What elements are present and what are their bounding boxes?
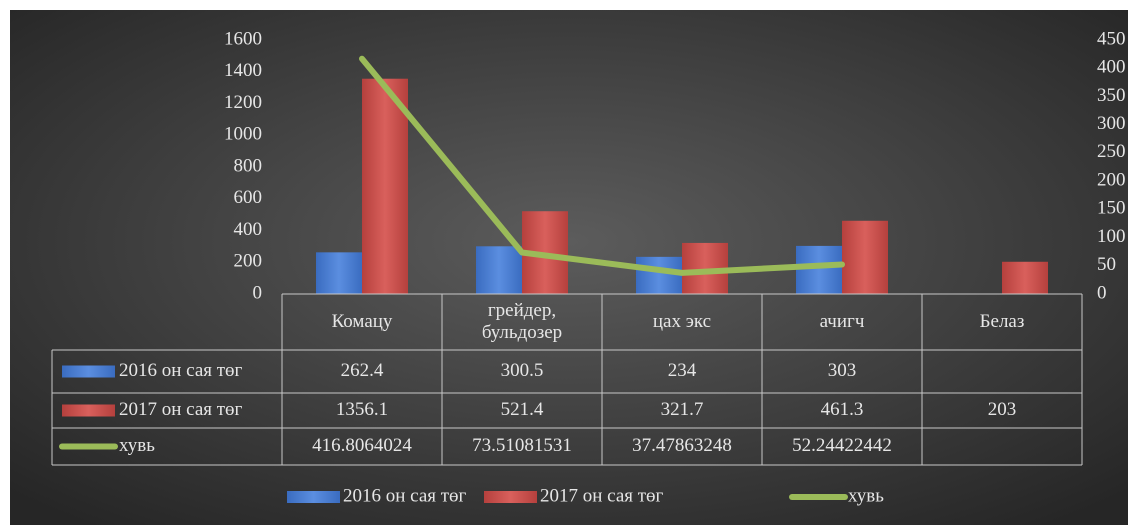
- y-tick-label: 1600: [224, 28, 262, 49]
- bar: [316, 252, 362, 294]
- table-category-cell: цах экс: [652, 311, 712, 332]
- bar: [1002, 261, 1048, 294]
- legend-key: [484, 491, 537, 503]
- x-tick-label: грейдер, бульдозер: [481, 300, 563, 343]
- y-tick-label: 600: [234, 187, 263, 208]
- legend-key: [287, 491, 340, 503]
- table-category-cell: Белаз: [979, 311, 1025, 332]
- x-tick-label: Белаз: [979, 311, 1025, 332]
- table-value: 300.5: [501, 360, 544, 381]
- table-value: 1356.1: [336, 399, 388, 420]
- line: [359, 55, 845, 276]
- y2-tick-label: 350: [1097, 85, 1126, 106]
- legend-label: 2016 он сая төг: [343, 485, 467, 506]
- x-tick-label: Комацу: [331, 311, 393, 332]
- table-value: 521.4: [501, 399, 544, 420]
- x-tick-label: ачигч: [819, 311, 865, 332]
- y2-tick-label: 0: [1097, 282, 1107, 303]
- table-value: 262.4: [341, 360, 384, 381]
- y-tick-label: 1400: [224, 60, 262, 81]
- y2-tick-label: 400: [1097, 57, 1126, 78]
- bar: [796, 245, 842, 294]
- table-value: 73.51081531: [472, 435, 572, 456]
- chart-background: [10, 10, 1128, 525]
- y2-tick-label: 200: [1097, 169, 1126, 190]
- bar: [476, 246, 522, 294]
- table-value: 37.47863248: [632, 435, 732, 456]
- y2-tick-label: 50: [1097, 254, 1116, 275]
- y-tick-label: 0: [253, 282, 263, 303]
- y2-tick-label: 250: [1097, 141, 1126, 162]
- table-value: 416.8064024: [312, 435, 412, 456]
- table-value: 52.24422442: [792, 435, 892, 456]
- y-tick-label: 1000: [224, 124, 262, 145]
- table-legend-key: [62, 404, 115, 417]
- y2-tick-label: 150: [1097, 198, 1126, 219]
- legend-label: 2017 он сая төг: [540, 485, 664, 506]
- table-category-cell: грейдер, бульдозер: [481, 300, 563, 343]
- table-category-cell: Комацу: [331, 311, 393, 332]
- table-series-name: 2016 он сая төг: [119, 360, 243, 381]
- y2-tick-label: 100: [1097, 226, 1126, 247]
- y-tick-label: 400: [234, 219, 263, 240]
- y-tick-label: 800: [234, 155, 263, 176]
- bar: [362, 78, 408, 295]
- y2-tick-label: 450: [1097, 28, 1126, 49]
- table-value: 203: [988, 399, 1017, 420]
- y-tick-label: 1200: [224, 92, 262, 113]
- table-category-cell: ачигч: [819, 311, 865, 332]
- table-value: 461.3: [821, 399, 864, 420]
- y2-tick-label: 300: [1097, 113, 1126, 134]
- bar: [636, 256, 682, 294]
- table-value: 234: [668, 360, 697, 381]
- legend-label: хувь: [848, 485, 884, 506]
- table-series-name: хувь: [119, 435, 155, 456]
- y-tick-label: 200: [234, 251, 263, 272]
- bar: [842, 220, 888, 294]
- table-value: 303: [828, 360, 857, 381]
- x-tick-label: цах экс: [652, 311, 712, 332]
- table-value: 321.7: [661, 399, 704, 420]
- table-series-name: 2017 он сая төг: [119, 399, 243, 420]
- table-legend-key: [62, 365, 115, 378]
